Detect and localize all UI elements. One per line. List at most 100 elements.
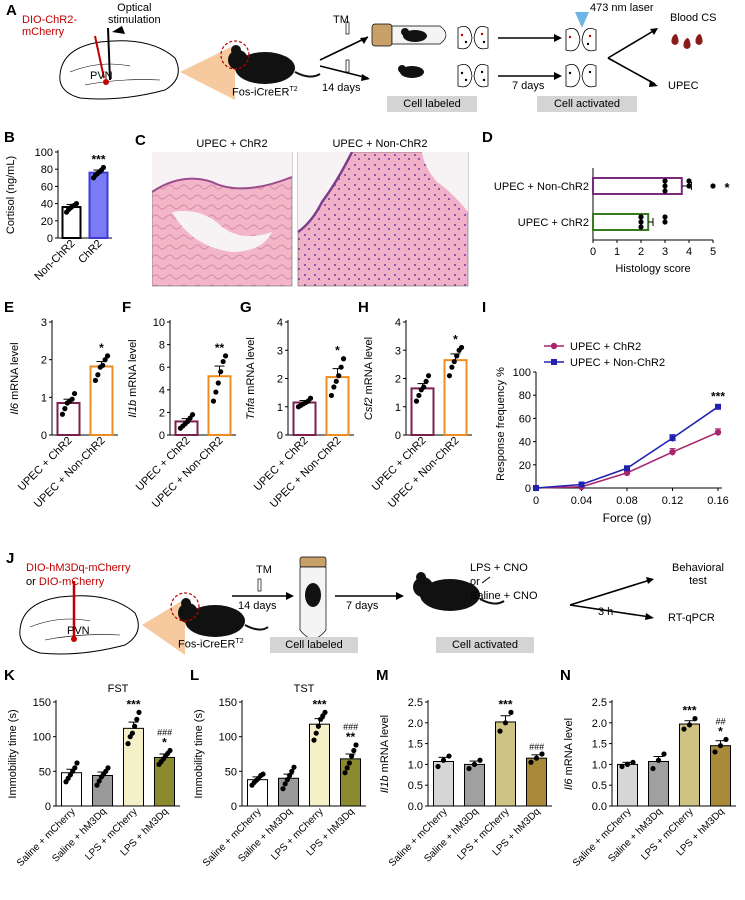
data-point [62,406,68,412]
data-point [446,753,452,759]
data-point [344,765,350,771]
blood-label-a: Blood CS [670,12,717,24]
y-tick-label: 20 [41,216,53,228]
data-point [284,777,290,783]
y-tick-label: 10 [153,317,165,329]
significance-hashes: ### [529,742,545,752]
y-tick-label: 0 [159,430,165,442]
data-point [413,398,420,404]
data-point [95,372,101,378]
data-point [662,183,668,189]
data-point [638,224,644,230]
x-tick-label: 0.16 [707,495,728,507]
category-label: ChR2 [76,238,104,266]
panel-letter-a: A [6,2,17,19]
bar [340,758,361,807]
significance-stars: *** [126,697,140,711]
brain-slice-icon [457,25,489,50]
virus2-label-j: or DIO-mCherry [26,576,105,588]
y-tick-label: 3 [395,345,401,357]
data-point [331,384,337,390]
data-point [349,753,355,759]
mouse-label-j: Fos-iCreERT2 [178,638,244,651]
data-point [533,485,539,491]
significance-stars: *** [498,697,512,711]
y-tick-label: 3 [41,317,47,329]
panel-letter: N [560,668,571,684]
data-point [69,396,75,402]
data-point [686,722,693,728]
y-tick-label: 0 [45,801,51,813]
panel-letter: L [190,668,199,684]
data-point [686,178,692,184]
data-point [315,723,321,729]
series-line [535,431,719,489]
data-point [72,765,78,771]
pvn-label-j: PVN [67,625,90,637]
data-point [322,709,328,715]
data-point [342,770,348,776]
significance-stars: * [724,180,730,195]
y-tick-label: 40 [519,437,531,449]
data-point [328,392,335,399]
x-tick-label: 1 [614,246,620,258]
data-point [336,373,342,379]
data-point [454,353,460,359]
significance-stars: * [718,724,723,738]
x-axis-label: Force (g) [603,511,652,525]
brain-slice-icon [565,63,597,88]
laser-icon [575,12,589,28]
data-point [222,353,229,359]
panel-letter: G [240,300,252,316]
y-tick-label: 2 [41,355,47,367]
y-tick-label: 2.0 [592,718,607,730]
data-point [446,373,453,379]
data-point [136,709,142,715]
data-point [421,384,427,390]
category-label: Saline + hM3Dq [236,806,294,864]
y-tick-label: 0 [41,430,47,442]
blood-drop-icon [671,34,679,45]
data-point [105,765,111,771]
data-point [449,364,455,370]
panel-letter: D [482,130,493,146]
y-tick-label: 0.5 [592,780,607,792]
chart-i: I 0 20 40 60 80 100 0 0.04 0.08 0.12 0.16 Force (g) R… [482,300,729,525]
significance-stars: * [99,341,104,355]
mouse-icon [185,605,245,637]
panel-letter: H [358,300,369,316]
y-tick-label: 0 [231,801,237,813]
y-tick-label: 6 [159,362,165,374]
stim-label-a: Optical stimulation [108,2,161,26]
tube-cap-icon [371,23,393,47]
data-point [715,403,721,410]
data-point [100,362,106,368]
significance-stars: ** [346,730,356,744]
x-tick-label: 0.12 [662,495,683,507]
y-tick-label: 100 [35,147,53,159]
data-point [630,759,636,765]
bar [61,772,82,807]
chart-k: K FST 0 50 100 150 Immobility time (s) Saline +… [4,668,180,869]
panel-letter: K [4,668,15,684]
data-point [129,730,135,736]
y-tick-label: 100 [513,367,531,379]
pvn-label-a: PVN [90,70,113,82]
y-tick-label: 50 [39,766,51,778]
bar [278,777,299,807]
x-axis-label: Histology score [615,263,690,275]
data-point [714,429,722,436]
data-point [346,760,352,766]
data-point [92,377,99,383]
mouse-icon [235,52,295,84]
y-axis-label: Il1b mRNA level [379,715,391,793]
y-tick-label: 0 [277,430,283,442]
y-tick-label: 2 [277,374,283,386]
y-axis-label: Cortisol (ng/mL) [5,156,17,234]
x-tick-label: 0 [590,246,596,258]
significance-hashes: ### [157,728,173,738]
category-label: Saline + hM3Dq [422,806,480,864]
y-tick-label: 2.5 [408,697,423,709]
cell-labeled-box-a: Cell labeled [387,96,477,112]
bar [56,401,81,436]
